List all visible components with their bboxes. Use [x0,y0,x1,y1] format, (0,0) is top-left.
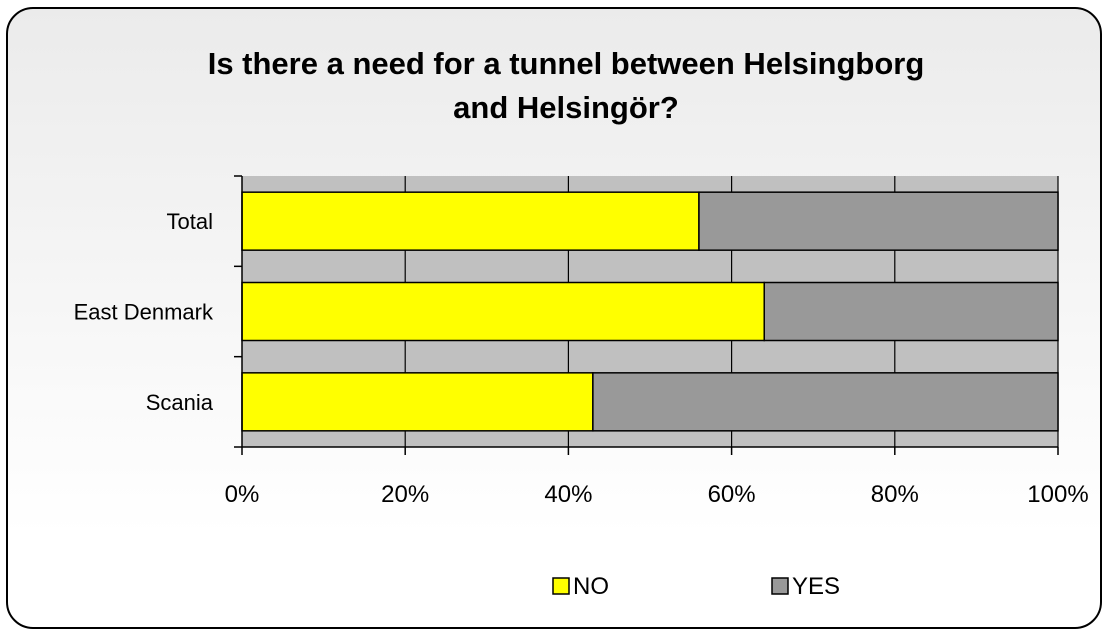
legend: NO YES [552,573,840,600]
bar-yes-scania [592,372,1059,432]
y-tick-label: Scania [146,390,214,415]
bar-no-total [241,191,700,251]
x-tick-labels: 0% 20% 40% 60% 80% 100% [225,481,1089,508]
x-tick-label: 40% [544,481,592,508]
bar-yes-east-denmark [763,281,1059,342]
chart-title-line-2: and Helsingör? [453,90,679,125]
legend-swatch-no [552,577,570,595]
bar-no-east-denmark [241,281,765,342]
x-tick-label: 100% [1027,481,1088,508]
x-tick-label: 20% [381,481,429,508]
x-tick-label: 60% [708,481,756,508]
axes [234,175,1059,455]
legend-label-yes: YES [792,573,840,600]
x-tick-label: 0% [225,481,260,508]
bars [241,191,1059,432]
x-tick-label: 80% [871,481,919,508]
y-tick-labels: Total East Denmark Scania [74,209,214,415]
legend-swatch-yes [771,577,789,595]
y-tick-label: Total [167,209,213,234]
bar-no-scania [241,372,594,432]
bar-yes-total [698,191,1059,251]
chart-title-line-1: Is there a need for a tunnel between Hel… [208,46,925,81]
y-tick-label: East Denmark [74,300,214,325]
legend-label-no: NO [573,573,609,600]
